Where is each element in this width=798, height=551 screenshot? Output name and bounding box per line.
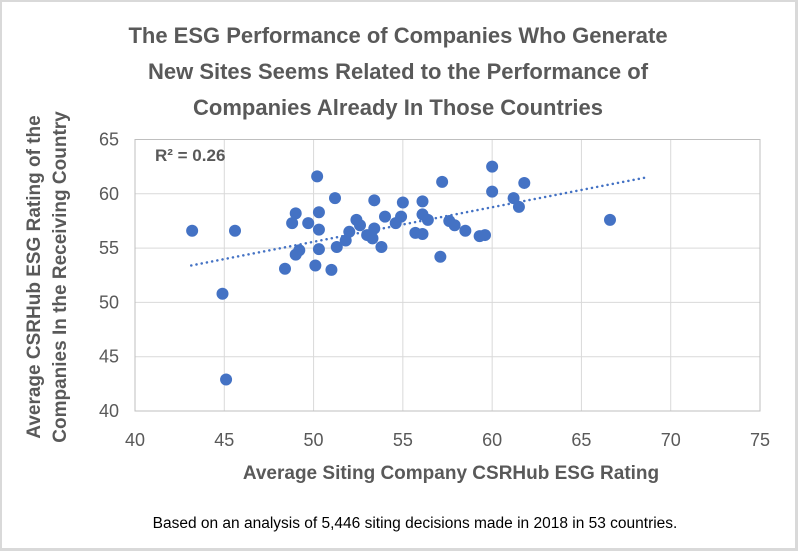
data-point xyxy=(604,213,616,226)
y-tick-label: 40 xyxy=(99,401,119,421)
x-tick-label: 75 xyxy=(750,430,770,450)
data-point xyxy=(448,219,461,232)
data-point xyxy=(416,227,429,240)
data-point xyxy=(309,259,322,272)
data-point xyxy=(289,207,302,220)
r-squared-label: R² = 0.26 xyxy=(155,146,225,165)
data-point xyxy=(395,210,408,223)
data-point xyxy=(396,196,409,209)
y-tick-label: 50 xyxy=(99,292,119,312)
data-point xyxy=(325,263,338,276)
data-point xyxy=(512,200,525,213)
y-axis-ticks: 40 45 50 55 60 65 xyxy=(99,130,119,422)
data-point xyxy=(330,241,343,254)
data-point xyxy=(459,224,472,237)
data-point xyxy=(416,195,429,208)
data-point xyxy=(379,210,391,223)
chart-title: The ESG Performance of Companies Who Gen… xyxy=(128,23,667,120)
footnote: Based on an analysis of 5,446 siting dec… xyxy=(153,515,678,532)
y-tick-label: 55 xyxy=(99,238,119,258)
data-point xyxy=(486,160,499,173)
y-axis-title-line-2: Companies In the Receiving Country xyxy=(50,111,71,443)
x-tick-label: 45 xyxy=(214,430,234,450)
data-point xyxy=(311,170,324,183)
data-point xyxy=(366,232,379,245)
x-axis-ticks: 40 45 50 55 60 65 70 75 xyxy=(125,430,770,450)
x-tick-label: 65 xyxy=(571,430,591,450)
y-tick-label: 45 xyxy=(99,347,119,367)
chart-title-line-2: New Sites Seems Related to the Performan… xyxy=(148,59,649,84)
trendline xyxy=(190,176,647,267)
data-point xyxy=(286,217,299,230)
data-point xyxy=(375,241,388,254)
gridlines xyxy=(135,139,760,411)
data-point xyxy=(229,224,241,237)
data-point xyxy=(279,262,291,275)
y-tick-label: 65 xyxy=(99,130,119,150)
data-point xyxy=(312,223,325,236)
data-point xyxy=(312,206,325,219)
data-point xyxy=(312,243,325,256)
x-tick-label: 55 xyxy=(393,430,413,450)
y-tick-label: 60 xyxy=(99,184,119,204)
data-point xyxy=(479,229,491,242)
x-tick-label: 70 xyxy=(661,430,681,450)
chart-title-line-1: The ESG Performance of Companies Who Gen… xyxy=(128,23,667,48)
data-point xyxy=(186,224,199,237)
data-point xyxy=(216,287,229,300)
data-point xyxy=(343,225,356,238)
data-point xyxy=(302,217,315,230)
data-points xyxy=(186,160,616,386)
data-point xyxy=(436,175,449,188)
data-point xyxy=(434,250,447,263)
y-axis-title-line-1: Average CSRHub ESG Rating of the xyxy=(24,115,45,438)
y-axis-title: Average CSRHub ESG Rating of the Compani… xyxy=(24,111,71,443)
data-point xyxy=(220,373,233,386)
data-point xyxy=(368,194,381,207)
data-point xyxy=(486,185,499,198)
data-point xyxy=(329,192,341,205)
x-tick-label: 40 xyxy=(125,430,145,450)
x-tick-label: 50 xyxy=(304,430,324,450)
data-point xyxy=(507,192,520,205)
plot-area xyxy=(134,139,761,412)
data-point xyxy=(368,222,381,235)
data-point xyxy=(518,176,531,189)
data-point xyxy=(354,219,366,232)
data-point xyxy=(421,213,434,226)
x-tick-label: 60 xyxy=(482,430,502,450)
data-point xyxy=(289,248,302,261)
x-axis-title: Average Siting Company CSRHub ESG Rating xyxy=(243,463,659,484)
chart-title-line-3: Companies Already In Those Countries xyxy=(193,95,603,120)
